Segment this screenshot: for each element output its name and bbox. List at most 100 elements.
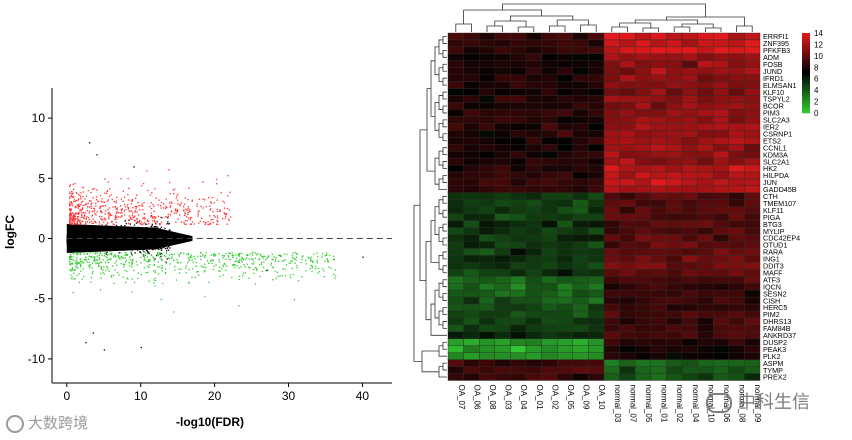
heatmap-cell xyxy=(744,296,761,305)
heatmap-cell xyxy=(603,283,620,291)
heatmap-cell xyxy=(478,164,495,173)
point-down xyxy=(102,272,104,274)
point-ns xyxy=(139,251,142,254)
heatmap-cell xyxy=(494,74,511,82)
point-up xyxy=(196,203,198,205)
point-up xyxy=(85,203,88,205)
row-label: JUN xyxy=(763,178,777,187)
point-up xyxy=(212,211,214,213)
heatmap-cell xyxy=(697,95,714,103)
point-up xyxy=(88,206,91,208)
point-down xyxy=(74,278,76,280)
legend-swatch xyxy=(802,65,810,68)
heatmap-cell xyxy=(728,88,745,96)
point-up xyxy=(142,223,144,225)
heatmap-cell xyxy=(697,234,714,242)
heatmap-cell xyxy=(619,123,636,131)
point-down xyxy=(291,260,293,262)
point-up xyxy=(223,207,226,209)
heatmap-cell xyxy=(650,74,667,82)
point-down xyxy=(266,257,268,259)
row-label: FOSB xyxy=(763,60,783,69)
heatmap-cell xyxy=(572,303,589,312)
dendrogram-branch xyxy=(442,105,447,114)
point-down xyxy=(128,262,130,264)
heatmap-cell xyxy=(728,123,745,131)
point-down xyxy=(260,263,263,265)
point-down xyxy=(246,254,248,257)
point-down xyxy=(106,266,109,268)
point-up xyxy=(101,219,104,221)
heatmap-cell xyxy=(478,123,495,131)
point-down xyxy=(70,274,72,276)
dendrogram-branch xyxy=(442,119,447,128)
heatmap-cell xyxy=(603,150,620,159)
heatmap-cell xyxy=(588,143,605,152)
dendrogram-branch xyxy=(442,293,447,301)
heatmap-cell xyxy=(572,74,589,82)
heatmap-cell xyxy=(494,234,511,242)
point-up xyxy=(136,220,138,223)
heatmap-cell xyxy=(510,185,527,194)
heatmap-cell xyxy=(478,130,495,138)
point-up xyxy=(131,214,133,216)
point-up xyxy=(89,221,91,224)
point-up xyxy=(90,191,92,194)
point-down xyxy=(194,258,196,260)
heatmap-cell xyxy=(572,373,589,381)
point-up xyxy=(123,203,126,206)
legend-swatch xyxy=(802,83,810,86)
heatmap-cell xyxy=(541,95,558,103)
heatmap-cell xyxy=(588,296,605,305)
heatmap-cell xyxy=(525,310,542,319)
point-up xyxy=(81,213,83,216)
point-up xyxy=(116,211,118,213)
heatmap-cell xyxy=(463,171,480,180)
row-label: DDIT3 xyxy=(763,262,784,271)
point-up xyxy=(72,224,74,226)
point-up xyxy=(172,189,174,191)
point-down xyxy=(96,252,99,254)
heatmap-cell xyxy=(603,248,620,256)
point-up xyxy=(202,220,205,223)
point-down xyxy=(131,291,133,293)
point-down xyxy=(175,279,178,281)
heatmap-cell xyxy=(494,283,511,291)
point-down xyxy=(326,258,328,260)
heatmap-cell xyxy=(525,116,542,124)
point-up xyxy=(138,205,140,207)
point-up xyxy=(107,208,109,211)
point-down xyxy=(105,269,107,272)
point-up xyxy=(175,210,177,212)
heatmap-cell xyxy=(713,303,730,312)
point-down xyxy=(70,255,72,257)
point-up xyxy=(96,189,98,191)
heatmap-cell xyxy=(494,32,511,41)
heatmap-cell xyxy=(619,324,636,333)
point-down xyxy=(321,252,324,255)
heatmap-cell xyxy=(619,338,636,346)
point-down xyxy=(100,261,103,263)
point-up xyxy=(151,191,153,194)
point-up xyxy=(128,199,130,201)
point-down xyxy=(76,263,78,266)
heatmap-cell xyxy=(697,185,714,194)
point-up xyxy=(98,223,101,225)
heatmap-cell xyxy=(494,137,511,145)
dendrogram-branch xyxy=(517,26,535,32)
point-ns xyxy=(128,219,130,221)
point-down xyxy=(89,264,92,266)
heatmap-cell xyxy=(634,88,651,96)
point-up xyxy=(112,223,114,225)
heatmap-cell xyxy=(541,359,558,367)
point-down xyxy=(101,254,103,256)
point-down xyxy=(293,298,296,301)
heatmap-cell xyxy=(697,109,714,117)
point-down xyxy=(83,262,85,264)
point-down xyxy=(132,259,134,261)
point-down xyxy=(249,253,251,255)
dendrogram-branch xyxy=(434,157,439,185)
point-up xyxy=(78,198,80,200)
row-label: PIGA xyxy=(763,213,780,222)
